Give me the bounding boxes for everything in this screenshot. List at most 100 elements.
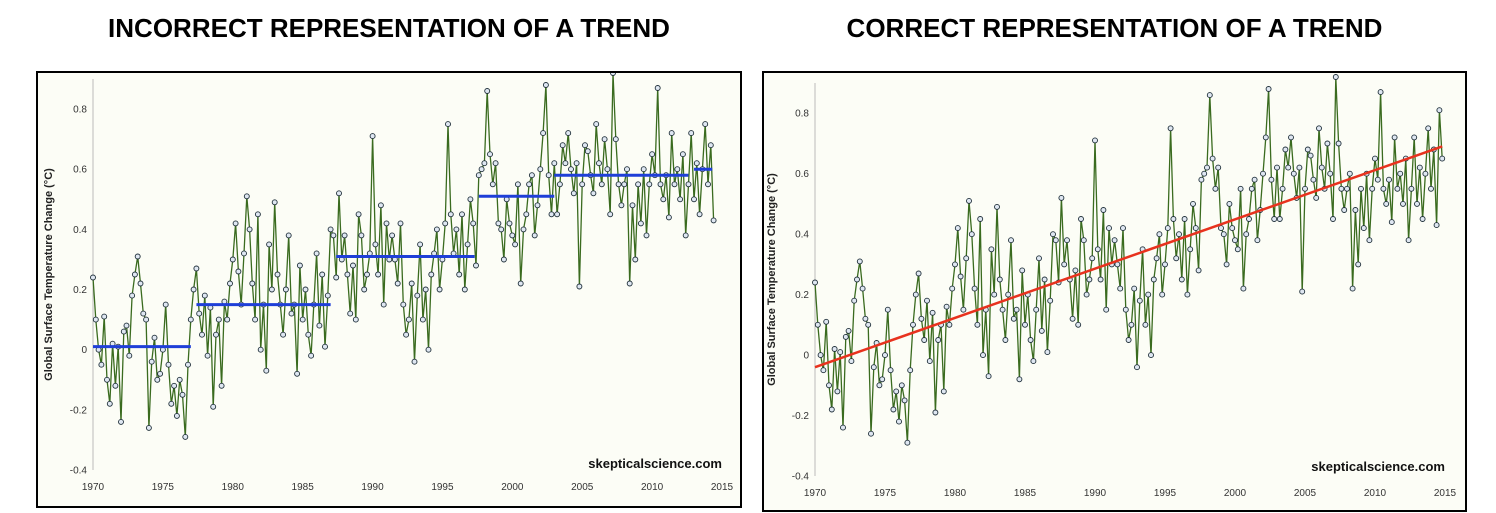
left-data-point [157,370,164,377]
right-data-point [924,297,930,304]
left-data-point [542,82,549,88]
right-data-point [1209,155,1216,162]
left-data-point [610,73,616,76]
right-data-point [1181,216,1188,222]
right-data-point [1318,164,1325,171]
left-y-tick-label: -0.4 [70,466,88,477]
left-x-tick-label: 2010 [641,482,664,493]
left-data-point [187,316,194,323]
right-data-point [1324,140,1331,147]
right-data-point [1036,255,1042,262]
right-data-point [1408,185,1415,192]
left-data-point [500,256,507,263]
right-data-point [1078,216,1084,222]
right-data-point [1416,164,1423,171]
left-data-point [657,181,664,188]
left-data-point [545,172,552,179]
right-data-point [1394,185,1401,192]
right-data-point [1008,237,1014,244]
left-data-point [489,181,496,188]
left-data-point [601,136,608,143]
right-data-point [1030,358,1037,365]
right-data-point [1425,125,1432,132]
left-data-point [120,328,127,335]
left-data-point [400,301,407,308]
right-data-point [1097,276,1104,283]
right-data-point [1271,216,1278,222]
left-data-point [654,85,661,91]
right-data-point [1344,185,1350,192]
left-data-point [274,271,281,278]
right-data-point [1016,376,1023,383]
left-data-point [389,232,396,239]
left-data-point [607,211,614,218]
left-data-point [531,232,538,239]
right-data-point [1170,216,1177,222]
left-data-point [185,361,191,368]
left-data-point [90,274,96,281]
left-data-point [570,190,577,197]
right-data-point [854,276,860,283]
left-data-point [397,220,404,227]
right-panel-title: CORRECT REPRESENTATION OF A TREND [846,13,1383,43]
left-data-point [173,412,180,419]
left-data-point [375,271,382,278]
left-data-point [154,376,161,383]
right-data-point [1260,170,1266,177]
left-data-point [615,181,622,188]
left-data-point [422,286,429,293]
right-data-point [1302,185,1308,192]
right-data-point [893,388,900,395]
right-data-point [1358,185,1364,192]
left-data-point [710,217,717,224]
left-data-point [224,316,231,323]
right-data-point [910,321,916,328]
right-data-point [1167,125,1174,132]
right-data-point [831,346,838,352]
right-x-tick-label: 1970 [804,488,827,499]
right-x-tick-label: 1990 [1084,488,1107,499]
left-data-point [176,376,183,383]
left-data-point [129,292,136,299]
left-data-point [514,181,521,188]
left-x-tick-label: 1970 [82,482,105,493]
left-data-point [573,160,580,167]
left-data-point [693,160,700,167]
right-data-point [884,306,891,313]
right-data-point [1195,267,1202,274]
left-data-point [137,280,144,287]
left-x-tick-label: 1990 [361,482,384,493]
left-y-axis-label: Global Surface Temperature Change (°C) [43,168,55,381]
right-data-point [812,279,818,286]
left-data-point [576,283,583,290]
left-data-point [498,226,505,233]
right-x-tick-label: 1995 [1154,488,1177,499]
left-data-point [403,331,410,338]
right-x-tick-label: 2005 [1294,488,1317,499]
right-y-tick-label: -0.4 [792,472,810,483]
left-data-point [333,274,340,281]
right-data-point [1262,134,1269,141]
left-data-point [271,199,278,206]
right-data-point [896,418,902,425]
left-data-point [182,433,189,440]
right-data-point [865,321,872,328]
left-data-point [707,142,714,149]
left-data-point [665,214,672,221]
right-data-point [1192,225,1199,232]
left-data-point [559,142,566,149]
right-data-point [1383,200,1390,207]
right-x-tick-label: 1985 [1014,488,1037,499]
right-data-point [1341,207,1348,213]
right-data-point [1122,306,1129,313]
left-data-point [285,232,292,239]
left-data-point [361,286,368,293]
left-data-point [702,121,709,128]
left-data-point [528,172,535,179]
left-data-point [218,382,225,389]
right-data-point [1279,185,1286,192]
left-data-point [305,331,312,338]
left-data-point [341,232,348,239]
right-data-point [1162,261,1168,268]
right-data-point [932,409,939,416]
